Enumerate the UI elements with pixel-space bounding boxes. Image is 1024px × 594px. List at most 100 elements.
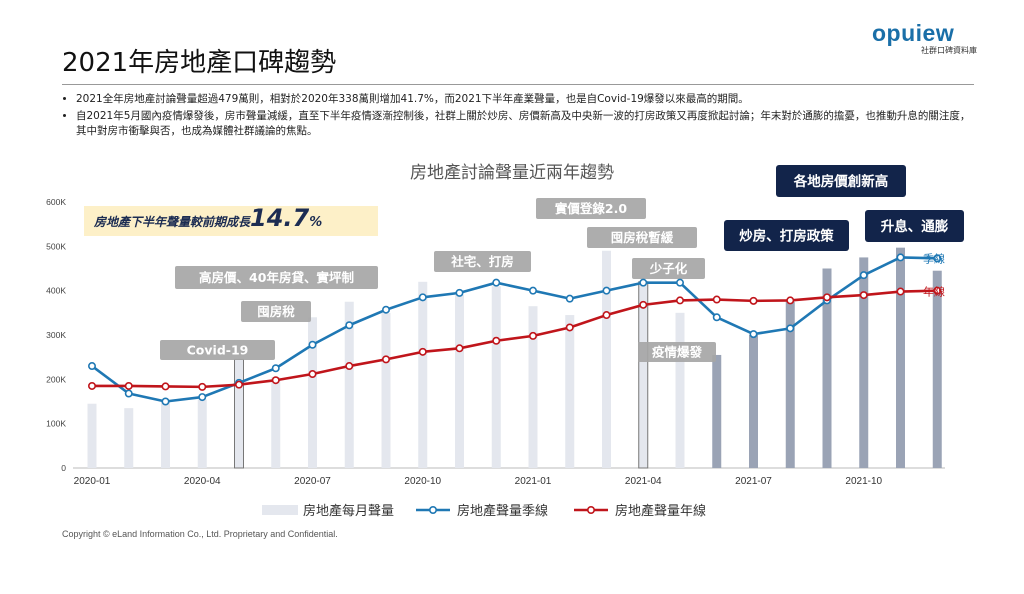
bar-2021-01 [528, 306, 538, 468]
bar-2021-12 [932, 270, 942, 468]
bullet-item: 自2021年5月國內疫情爆發後，房市聲量減緩，直至下半年疫情逐漸控制後，社群上關… [76, 109, 976, 139]
quarterly-point-2020-10 [418, 293, 427, 302]
x-tick-label: 2021-07 [735, 476, 772, 487]
y-tick-label: 300K [46, 330, 66, 340]
title-divider [62, 84, 974, 85]
yearly-point-2021-05 [675, 296, 684, 305]
bar-2020-11 [455, 295, 464, 468]
quarterly-point-2021-12 [933, 254, 942, 263]
legend-swatch-marker [428, 505, 437, 514]
yearly-line [92, 289, 938, 389]
yearly-point-2021-02 [565, 323, 574, 332]
callout-box [84, 206, 378, 236]
quarterly-point-2021-07 [749, 330, 758, 339]
yearly-point-2020-11 [455, 344, 464, 353]
bullet-item: 2021全年房地產討論聲量超過479萬則，相對於2020年338萬則增加41.7… [76, 92, 976, 107]
copyright-text: Copyright © eLand Information Co., Ltd. … [62, 529, 338, 539]
bar-2021-11 [896, 247, 905, 468]
x-tick-label: 2021-10 [845, 476, 882, 487]
bar-2020-07 [308, 317, 317, 468]
yearly-point-2020-09 [381, 355, 390, 364]
yearly-point-2020-08 [345, 362, 354, 371]
yearly-point-2020-02 [124, 381, 133, 390]
quarterly-point-2020-01 [88, 362, 97, 371]
bar-2021-06 [712, 354, 722, 468]
bar-2020-06 [271, 377, 281, 468]
bar-2021-10 [859, 257, 869, 468]
quarterly-point-2021-10 [859, 271, 868, 280]
annotation-label: 囤房稅 [257, 304, 295, 319]
bar-2020-05 [234, 358, 244, 469]
bar-2021-07 [749, 335, 758, 468]
yearly-point-2020-04 [198, 382, 207, 391]
y-tick-label: 100K [46, 419, 66, 429]
annotation-box [434, 251, 531, 272]
brand-logo: opuiew 社群口碑資料庫 [872, 20, 977, 56]
annotation-box-dark [724, 220, 849, 251]
quarterly-point-2021-08 [786, 324, 795, 333]
yearly-point-2020-06 [271, 376, 280, 385]
quarterly-point-2021-01 [528, 286, 537, 295]
annotation-label: 社宅、打房 [450, 254, 514, 269]
quarterly-point-2020-06 [271, 364, 280, 373]
y-tick-label: 600K [46, 197, 66, 207]
x-tick-label: 2020-10 [404, 476, 441, 487]
legend-label: 房地產聲量年線 [615, 503, 706, 519]
annotation-label: Covid-19 [187, 343, 249, 358]
x-tick-label: 2020-04 [184, 476, 221, 487]
y-tick-label: 0 [61, 463, 66, 473]
yearly-point-2020-01 [88, 381, 97, 390]
legend-swatch-bars [262, 505, 298, 515]
bar-2021-08 [785, 301, 795, 468]
bar-2020-02 [124, 408, 134, 468]
annotation-box [632, 258, 705, 279]
yearly-point-2020-07 [308, 370, 317, 379]
annotation-label: 少子化 [649, 261, 688, 276]
y-tick-label: 500K [46, 241, 66, 251]
legend-label: 房地產每月聲量 [303, 503, 394, 519]
brand-name: opuiew [872, 20, 955, 46]
annotation-label: 高房價、40年房貸、實坪制 [199, 270, 354, 285]
annotation-label-dark: 升息、通膨 [881, 218, 949, 235]
yearly-point-2020-05 [235, 380, 244, 389]
page-title: 2021年房地產口碑趨勢 [62, 48, 337, 78]
quarterly-point-2020-08 [345, 321, 354, 330]
bar-2021-05 [675, 312, 685, 468]
bar-2020-03 [161, 401, 170, 468]
yearly-point-2020-10 [418, 347, 427, 356]
y-tick-label: 200K [46, 374, 66, 384]
quarterly-point-2021-05 [675, 278, 684, 287]
yearly-point-2021-03 [602, 311, 611, 320]
yearly-point-2020-12 [492, 336, 501, 345]
bar-2020-09 [381, 312, 391, 468]
bar-2021-09 [822, 268, 832, 468]
annotation-label: 囤房稅暫緩 [611, 230, 674, 245]
yearly-point-2021-04 [639, 300, 648, 309]
annotation-box [175, 266, 378, 289]
yearly-point-2021-12 [933, 286, 942, 295]
brand-tagline: 社群口碑資料庫 [921, 46, 977, 55]
quarterly-point-2021-04 [639, 278, 648, 287]
annotation-label: 疫情爆發 [652, 345, 703, 360]
x-tick-label: 2021-01 [515, 476, 552, 487]
yearly-point-2021-10 [859, 291, 868, 300]
bar-2021-03 [602, 250, 611, 468]
annotation-box [587, 227, 697, 248]
legend-swatch-marker [586, 505, 595, 514]
callout-text: 房地產下半年聲量較前期成長14.7% [93, 204, 322, 232]
bar-2020-10 [418, 281, 428, 468]
quarterly-point-2020-09 [381, 305, 390, 314]
yearly-point-2020-03 [161, 382, 170, 391]
annotation-box-dark [865, 210, 964, 242]
quarterly-point-2020-07 [308, 340, 317, 349]
line-end-label: 季線 [923, 251, 945, 265]
line-end-label: 年線 [923, 285, 945, 299]
bar-2020-08 [344, 301, 354, 468]
bar-2021-04 [638, 281, 649, 469]
quarterly-point-2020-12 [492, 278, 501, 287]
annotation-box [638, 342, 716, 362]
yearly-point-2021-09 [822, 293, 831, 302]
annotation-box [536, 198, 646, 219]
annotation-box [160, 340, 275, 360]
bar-2021-02 [565, 315, 575, 468]
